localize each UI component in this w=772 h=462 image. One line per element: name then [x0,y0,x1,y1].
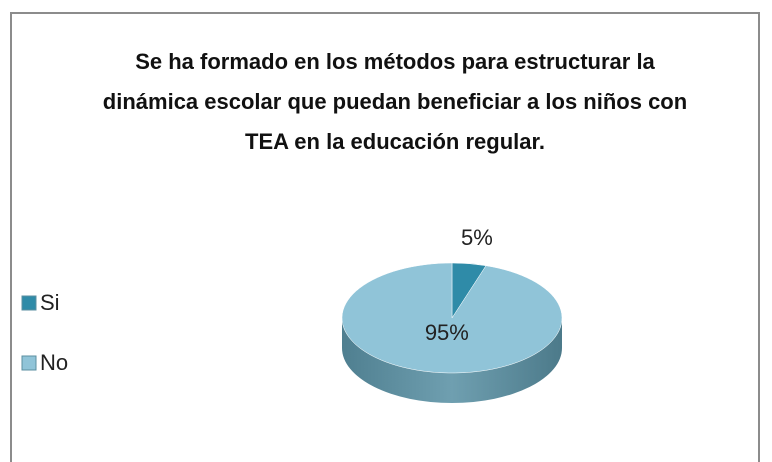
pie-slice [341,262,563,374]
pie-side [342,318,562,403]
chart: 5% 95% Si No [21,225,563,403]
data-label: 5% [461,225,493,250]
page: Se ha formado en los métodos para estruc… [10,12,760,462]
chart-frame [10,12,760,462]
data-label: 95% [425,320,469,345]
chart-title: Se ha formado en los métodos para estruc… [102,49,688,154]
legend-label: No [40,350,68,375]
legend-swatch [21,295,37,311]
legend-swatch [21,355,37,371]
legend-label: Si [40,290,60,315]
